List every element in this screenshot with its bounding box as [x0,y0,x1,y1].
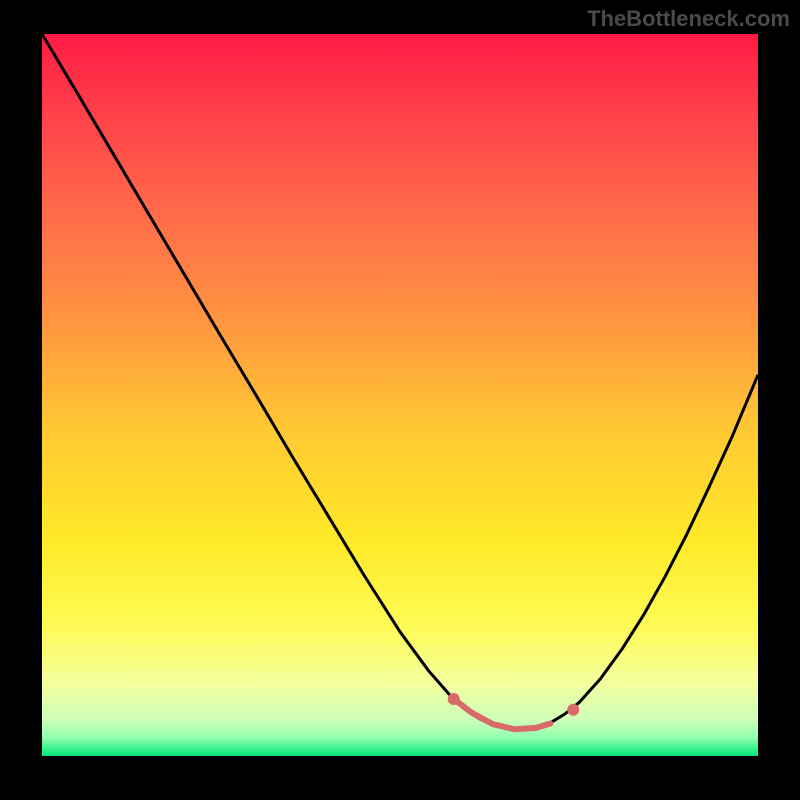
plot-area [42,34,758,756]
bottleneck-curve [42,34,758,729]
marker-end-dot [567,704,579,716]
watermark-text: TheBottleneck.com [587,6,790,32]
chart-container: TheBottleneck.com [0,0,800,800]
marker-start-dot [448,693,460,705]
curve-overlay [42,34,758,756]
marker-cluster-path [454,699,551,729]
